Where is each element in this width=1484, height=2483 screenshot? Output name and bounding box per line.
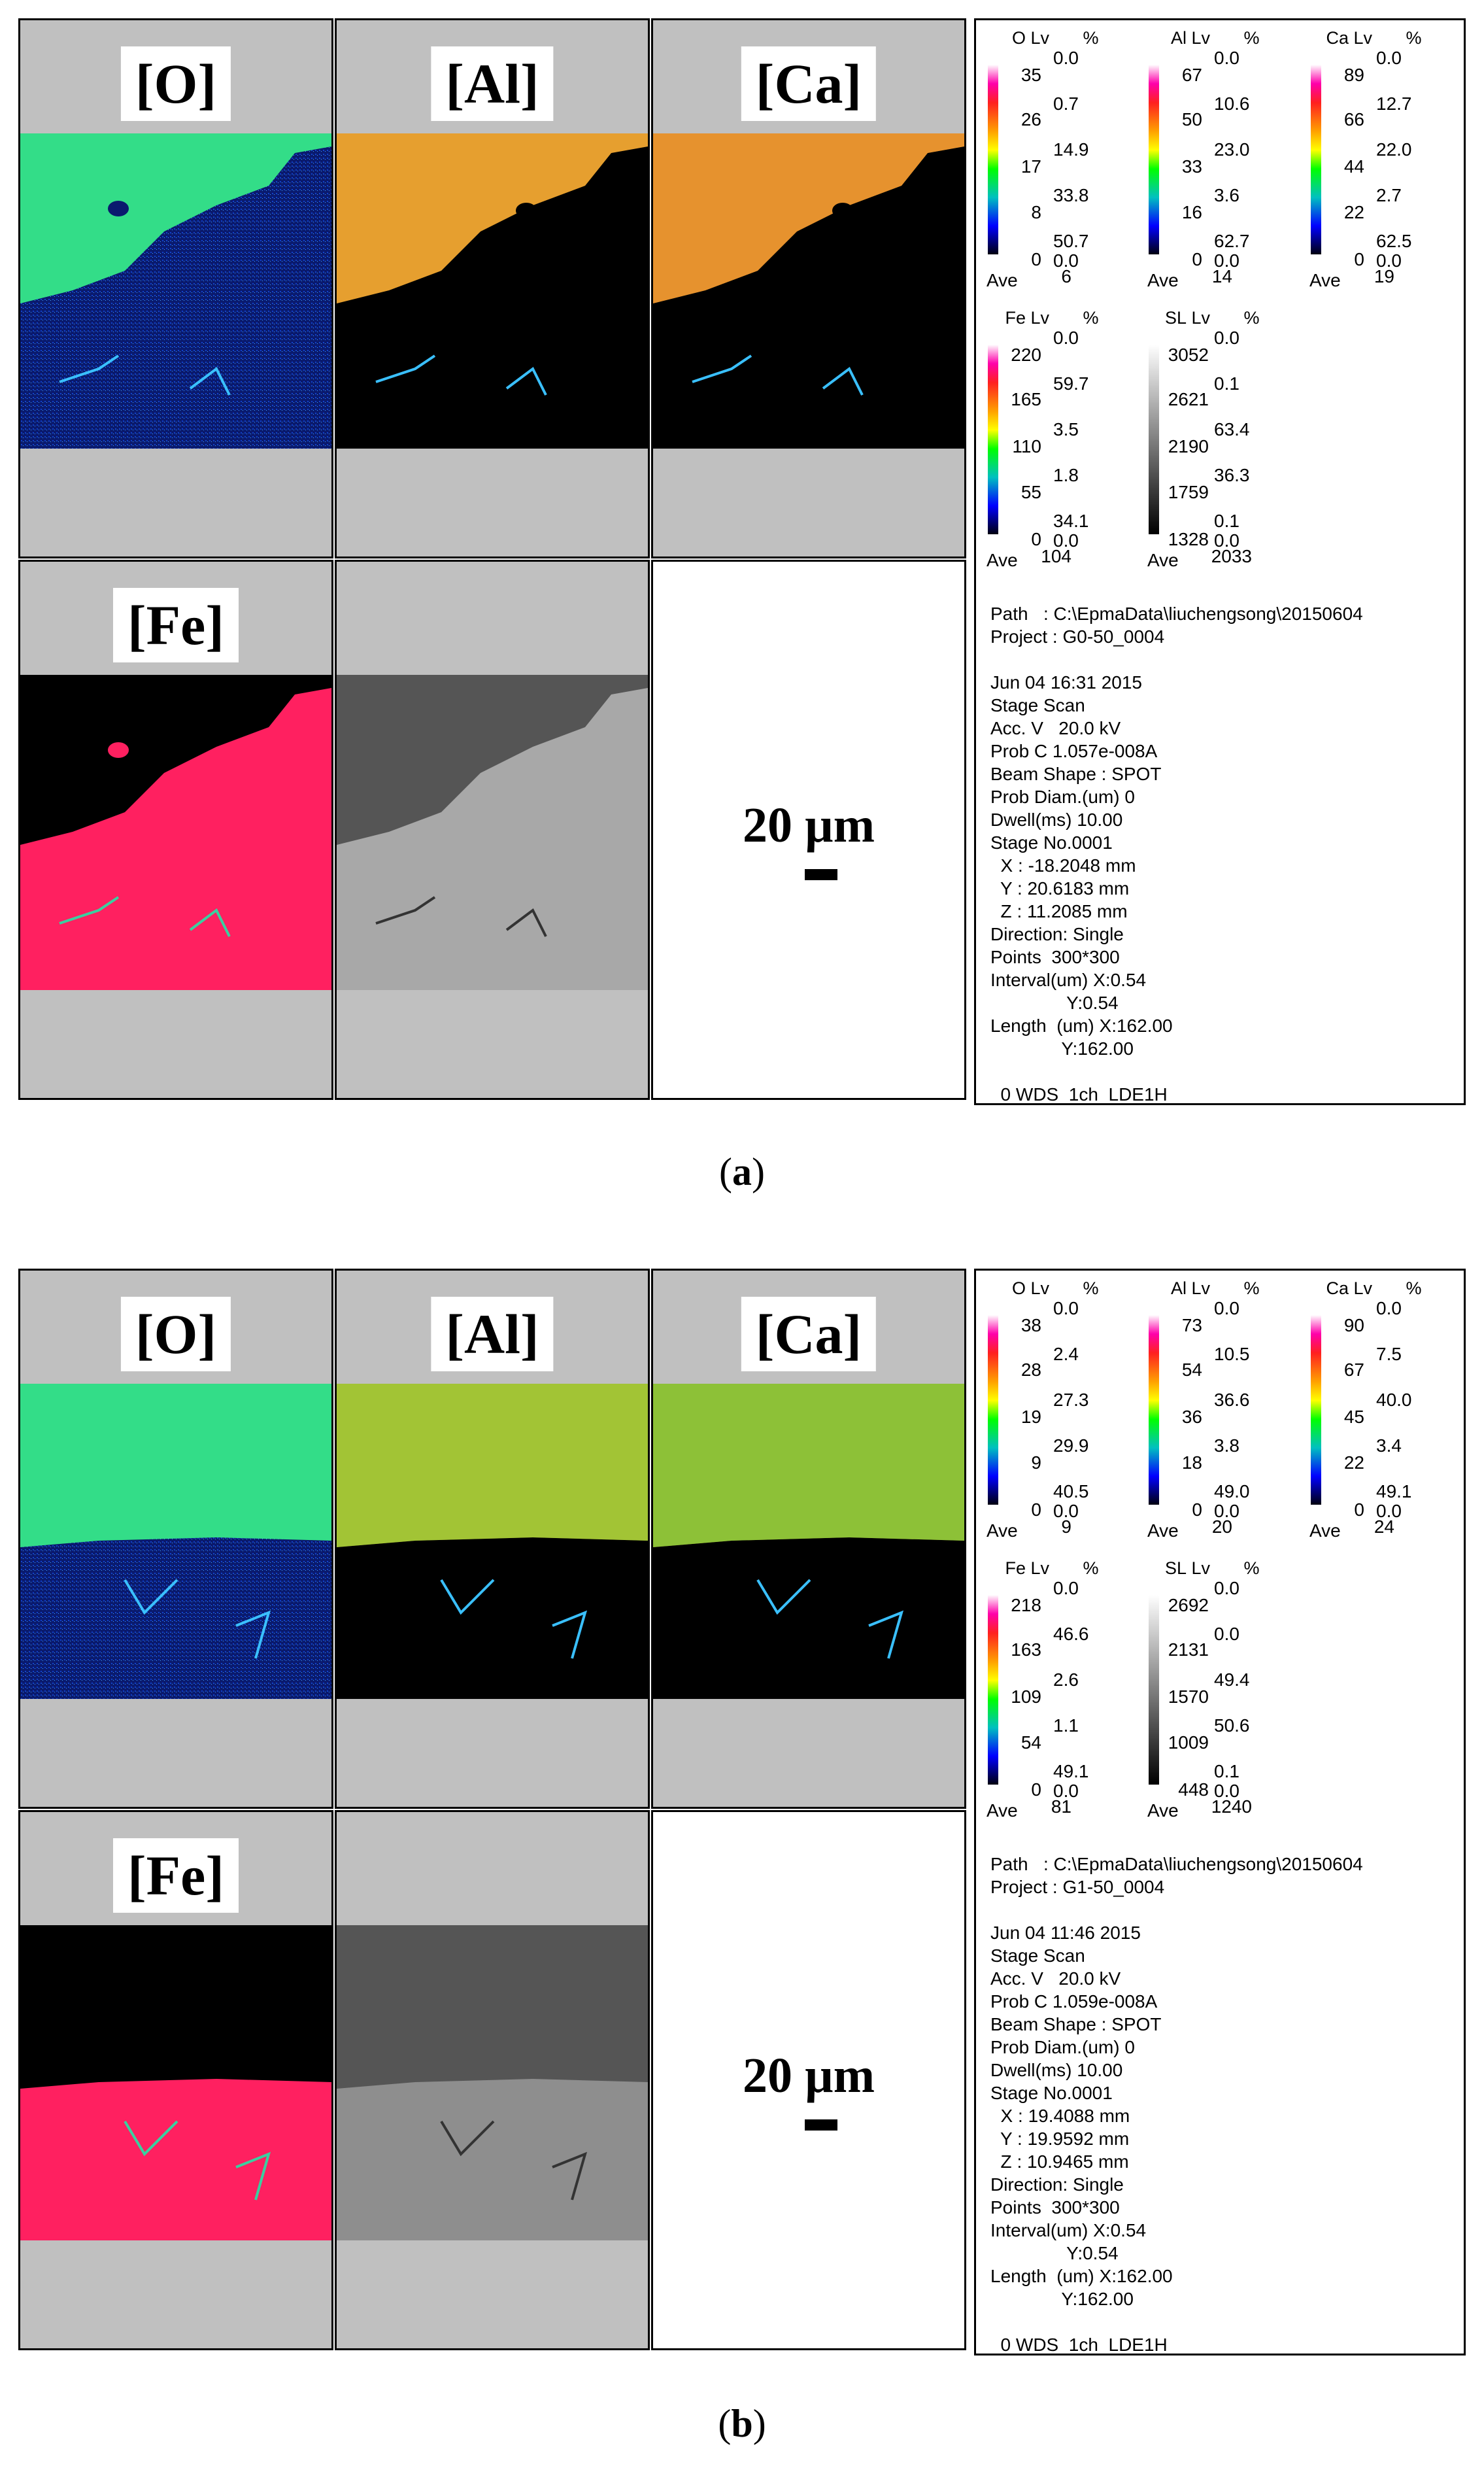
ca-element-label: [Ca] xyxy=(741,1297,877,1371)
ca-map-image xyxy=(653,1384,964,1699)
colorbar xyxy=(1311,65,1321,254)
ca-map-panel: [Ca] xyxy=(651,18,966,558)
scale-bar xyxy=(805,2119,837,2131)
colorbar xyxy=(1311,1315,1321,1505)
al-map-image xyxy=(337,1384,648,1699)
colorbar xyxy=(988,1595,998,1785)
acquisition-metadata: Path : C:\EpmaData\liuchengsong\20150604… xyxy=(990,1854,1363,2355)
sl-map-image xyxy=(337,1925,648,2240)
sl-map-image xyxy=(337,675,648,990)
acquisition-metadata: Path : C:\EpmaData\liuchengsong\20150604… xyxy=(990,604,1363,1105)
ca-element-label: [Ca] xyxy=(741,46,877,121)
o-map-image xyxy=(20,1384,331,1699)
legend-al: Al Lv% 67 50 33 16 0 0.0 10.6 23.0 3.6 6… xyxy=(1147,28,1260,290)
fe-element-label: [Fe] xyxy=(113,1838,239,1913)
fe-map-panel: [Fe] xyxy=(18,560,333,1100)
fe-map-image xyxy=(20,1925,331,2240)
colorbar xyxy=(1149,1315,1159,1505)
scale-label: 20 µm xyxy=(742,2048,875,2103)
fe-map-image xyxy=(20,675,331,990)
fe-element-label: [Fe] xyxy=(113,588,239,662)
legend-sl: SL Lv% 2692 2131 1570 1009 448 0.0 0.0 4… xyxy=(1147,1558,1260,1821)
ca-map-image xyxy=(653,133,964,449)
scale-panel: 20 µm xyxy=(651,1810,966,2350)
o-element-label: [O] xyxy=(120,46,231,121)
scale-panel: 20 µm xyxy=(651,560,966,1100)
ca-map-panel: [Ca] xyxy=(651,1269,966,1809)
colorbar xyxy=(988,345,998,534)
caption-a: (a) xyxy=(719,1150,765,1193)
al-map-image xyxy=(337,133,648,449)
legend-ca: Ca Lv% 90 67 45 22 0 0.0 7.5 40.0 3.4 49… xyxy=(1309,1278,1422,1541)
sl-map-panel xyxy=(335,560,650,1100)
legend-panel: O Lv% 35 26 17 8 0 0.0 0.7 14.9 33.8 50.… xyxy=(974,18,1466,1105)
o-element-label: [O] xyxy=(120,1297,231,1371)
legend-panel: O Lv% 38 28 19 9 0 0.0 2.4 27.3 29.9 40.… xyxy=(974,1269,1466,2355)
legend-sl: SL Lv% 3052 2621 2190 1759 1328 0.0 0.1 … xyxy=(1147,308,1260,570)
colorbar xyxy=(988,65,998,254)
legend-al: Al Lv% 73 54 36 18 0 0.0 10.5 36.6 3.8 4… xyxy=(1147,1278,1260,1541)
figure-b: [O] [Al] [Ca] xyxy=(18,1250,1466,2355)
legend-o: O Lv% 35 26 17 8 0 0.0 0.7 14.9 33.8 50.… xyxy=(987,28,1099,290)
legend-fe: Fe Lv% 220 165 110 55 0 0.0 59.7 3.5 1.8… xyxy=(987,308,1099,570)
caption-b: (b) xyxy=(718,2402,766,2445)
o-map-panel: [O] xyxy=(18,1269,333,1809)
legend-fe: Fe Lv% 218 163 109 54 0 0.0 46.6 2.6 1.1… xyxy=(987,1558,1099,1821)
colorbar xyxy=(1149,1595,1159,1785)
sl-map-panel xyxy=(335,1810,650,2350)
o-map-panel: [O] xyxy=(18,18,333,558)
legend-ca: Ca Lv% 89 66 44 22 0 0.0 12.7 22.0 2.7 6… xyxy=(1309,28,1422,290)
scale-label: 20 µm xyxy=(742,798,875,853)
colorbar xyxy=(1149,345,1159,534)
o-map-image xyxy=(20,133,331,449)
fe-map-panel: [Fe] xyxy=(18,1810,333,2350)
colorbar xyxy=(988,1315,998,1505)
al-map-panel: [Al] xyxy=(335,18,650,558)
figure-a: [O] [Al] [Ca] xyxy=(18,0,1466,1105)
scale-bar xyxy=(805,869,837,880)
colorbar xyxy=(1149,65,1159,254)
legend-o: O Lv% 38 28 19 9 0 0.0 2.4 27.3 29.9 40.… xyxy=(987,1278,1099,1541)
al-element-label: [Al] xyxy=(431,46,554,121)
al-map-panel: [Al] xyxy=(335,1269,650,1809)
al-element-label: [Al] xyxy=(431,1297,554,1371)
